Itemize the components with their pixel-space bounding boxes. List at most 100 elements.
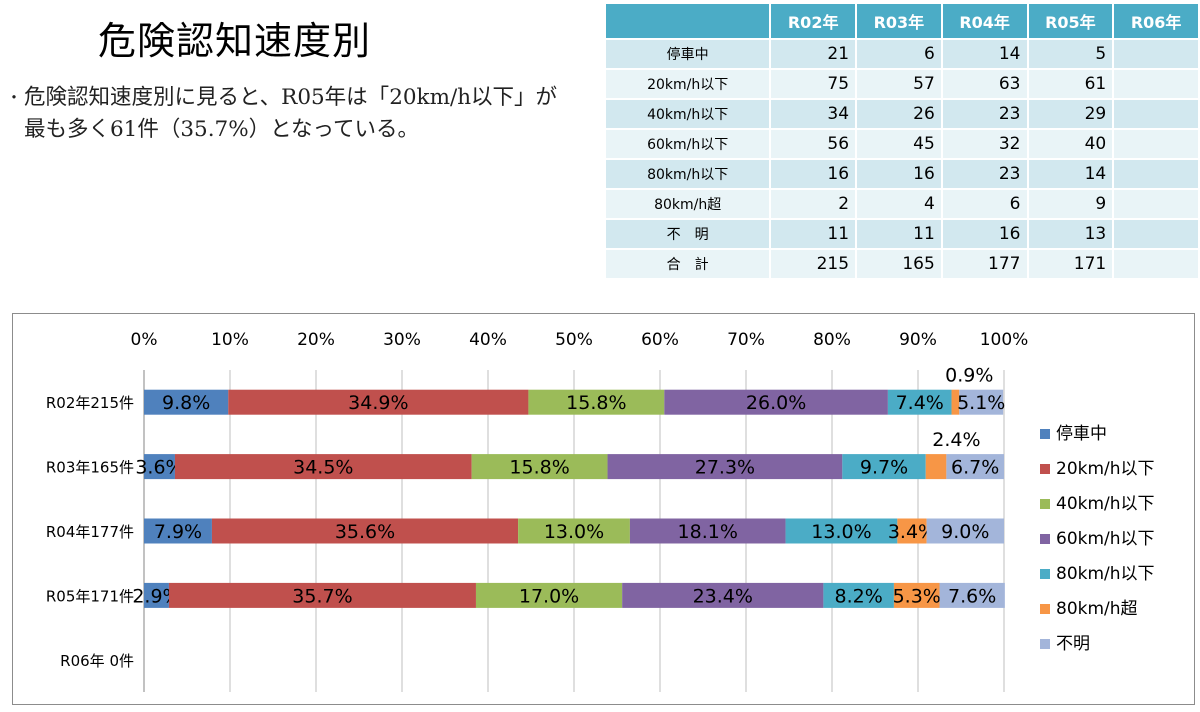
table-cell: 11 (855, 218, 943, 250)
bar-segment (959, 389, 1004, 415)
table-cell: 40 (1026, 128, 1115, 160)
legend-label: 停車中 (1056, 424, 1107, 444)
table-cell: 61 (1026, 68, 1115, 100)
legend-swatch (1040, 569, 1050, 579)
row-label: 40km/h以下 (603, 98, 772, 130)
bar-segment (144, 582, 169, 608)
data-label: 9.8% (162, 392, 210, 414)
table-cell: 26 (855, 98, 943, 130)
data-label: 35.7% (292, 585, 352, 607)
bar-segment (893, 582, 940, 608)
bar-segment (622, 582, 824, 608)
table-cell: 171 (1026, 248, 1115, 280)
legend-label: 不明 (1056, 634, 1090, 654)
table-cell (1112, 218, 1200, 250)
data-label: 6.7% (951, 457, 999, 479)
x-tick-label: 0% (131, 330, 158, 350)
x-tick-label: 90% (899, 330, 937, 350)
bullet-dot: ・ (6, 88, 23, 107)
x-tick-label: 80% (813, 330, 851, 350)
table-row: 不 明 11 11 16 13 (603, 218, 1200, 250)
data-label: 5.3% (893, 585, 941, 607)
table-cell: 4 (855, 188, 943, 220)
row-label: 20km/h以下 (603, 68, 772, 100)
x-tick-label: 70% (727, 330, 765, 350)
table-cell (1112, 248, 1200, 280)
bar-segment (951, 389, 960, 415)
table-cell (1112, 128, 1200, 160)
table-cell: 16 (940, 218, 1029, 250)
table-cell: 23 (940, 158, 1029, 190)
table-cell (1112, 158, 1200, 190)
legend-swatch (1040, 499, 1050, 509)
legend-swatch (1040, 464, 1050, 474)
data-label: 15.8% (566, 392, 626, 414)
bar-segment (528, 389, 665, 415)
table-cell: 21 (769, 38, 858, 70)
bar-segment (607, 454, 843, 480)
table-cell: 16 (769, 158, 858, 190)
category-label: R05年171件 (46, 587, 134, 605)
table-header-cell: R04年 (940, 2, 1029, 40)
legend-label: 20km/h以下 (1056, 459, 1155, 479)
bar-segment (475, 582, 623, 608)
bar-segment (228, 389, 529, 415)
table-cell (1112, 98, 1200, 130)
x-tick-label: 50% (555, 330, 593, 350)
table-cell: 2 (769, 188, 858, 220)
data-label: 27.3% (695, 457, 755, 479)
category-label: R03年165件 (46, 459, 134, 477)
table-header-cell: R02年 (769, 2, 858, 40)
table-cell (1112, 68, 1200, 100)
table-cell: 16 (855, 158, 943, 190)
data-label: 2.4% (932, 429, 980, 451)
table-row: 40km/h以下 34 26 23 29 (603, 98, 1200, 130)
data-label: 9.7% (860, 457, 908, 479)
legend-label: 80km/h以下 (1056, 564, 1155, 584)
bar-segment (897, 518, 927, 544)
data-label: 34.9% (348, 392, 408, 414)
table-cell: 14 (1026, 158, 1115, 190)
summary-bullet: ・ 危険認知速度別に見ると、R05年は「20km/h以下」が最も多く61件（35… (6, 82, 566, 146)
table-cell: 56 (769, 128, 858, 160)
table-row: 停車中 21 6 14 5 (603, 38, 1200, 70)
row-label: 不 明 (603, 218, 772, 250)
legend-label: 80km/h超 (1056, 599, 1138, 619)
chart-frame: 0% 10% 20% 30% 40% 50% 60% 70% 80% 90% 100% R02年215… (12, 313, 1195, 705)
table-header-cell: R03年 (855, 2, 943, 40)
table-cell: 9 (1026, 188, 1115, 220)
data-label: 15.8% (509, 457, 569, 479)
legend-swatch (1040, 604, 1050, 614)
table-cell: 177 (940, 248, 1029, 280)
data-label: 3.4% (888, 521, 936, 543)
bar-segment (664, 389, 888, 415)
table-cell (1112, 188, 1200, 220)
bar-segment (785, 518, 898, 544)
data-label: 0.9% (945, 365, 993, 387)
x-tick-label: 10% (211, 330, 249, 350)
table-cell: 75 (769, 68, 858, 100)
table-cell: 23 (940, 98, 1029, 130)
table-cell: 6 (940, 188, 1029, 220)
stacked-bar-chart: 0% 10% 20% 30% 40% 50% 60% 70% 80% 90% 100% R02年215… (46, 330, 1155, 692)
page-title: 危険認知速度別 (98, 19, 372, 63)
table-cell: 63 (940, 68, 1029, 100)
summary-text: 危険認知速度別に見ると、R05年は「20km/h以下」が最も多く61件（35.7… (24, 85, 558, 142)
bar-segment (144, 389, 229, 415)
table-row: 合 計 215 165 177 171 (603, 248, 1200, 280)
legend-label: 60km/h以下 (1056, 529, 1155, 549)
table-cell: 29 (1026, 98, 1115, 130)
bar-segment (925, 454, 947, 480)
data-label: 26.0% (746, 392, 806, 414)
category-label: R04年177件 (46, 523, 134, 541)
table-header-cell: R05年 (1026, 2, 1115, 40)
bar-segment (926, 518, 1004, 544)
table-row: 80km/h超 2 4 6 9 (603, 188, 1200, 220)
table-header-cell: R06年 (1112, 2, 1200, 40)
bar-segment (144, 518, 212, 544)
data-label: 7.6% (948, 585, 996, 607)
bar-segment (823, 582, 894, 608)
bar-segment (174, 454, 472, 480)
table-cell: 45 (855, 128, 943, 160)
bar-segment (518, 518, 630, 544)
